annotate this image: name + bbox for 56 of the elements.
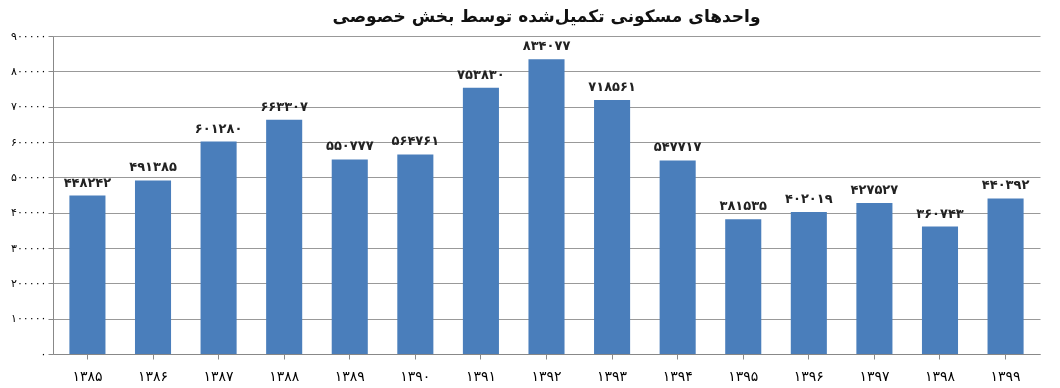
bar xyxy=(659,160,696,354)
data-label: ۵۶۴۷۶۱ xyxy=(391,133,440,149)
y-tick-label: ۷۰۰۰۰۰ xyxy=(11,100,47,114)
x-tick-label: ۱۳۸۸ xyxy=(269,367,300,384)
x-tick-label: ۱۳۹۰ xyxy=(400,367,431,384)
x-tick-label: ۱۳۹۷ xyxy=(859,367,890,384)
x-tick-label: ۱۳۸۵ xyxy=(72,367,103,384)
x-tick-label: ۱۳۹۱ xyxy=(465,367,496,384)
y-tick-label: ۸۰۰۰۰۰ xyxy=(11,64,47,78)
data-label: ۵۴۷۷۱۷ xyxy=(653,139,702,155)
x-tick-label: ۱۳۸۷ xyxy=(203,367,235,384)
y-tick-label: ۱۰۰۰۰۰ xyxy=(11,312,47,326)
data-label: ۴۹۱۳۸۵ xyxy=(129,159,177,175)
bar xyxy=(528,59,565,354)
data-label: ۶۶۳۳۰۷ xyxy=(260,98,309,114)
x-tick-label: ۱۳۹۵ xyxy=(728,367,759,384)
bar xyxy=(790,211,827,354)
data-label: ۷۵۳۸۳۰ xyxy=(457,66,505,82)
data-label: ۴۰۲۰۱۹ xyxy=(785,190,833,206)
data-label: ۷۱۸۵۶۱ xyxy=(588,79,636,95)
bar xyxy=(266,119,303,354)
x-tick-label: ۱۳۹۶ xyxy=(793,367,824,384)
x-tick-label: ۱۳۹۲ xyxy=(531,367,562,384)
bar xyxy=(200,141,237,354)
x-tick-label: ۱۳۸۶ xyxy=(137,367,169,384)
data-label: ۴۲۷۵۲۷ xyxy=(850,181,899,197)
bar xyxy=(594,100,631,354)
data-label: ۶۰۱۲۸۰ xyxy=(194,120,243,136)
data-label: ۴۴۰۳۹۲ xyxy=(981,177,1030,193)
data-label: ۳۶۰۷۴۳ xyxy=(916,205,964,221)
y-tick-label: ۴۰۰۰۰۰ xyxy=(11,206,47,220)
x-tick-label: ۱۳۹۹ xyxy=(990,367,1021,384)
bar xyxy=(69,195,106,354)
y-tick-label: ۶۰۰۰۰۰ xyxy=(11,135,47,149)
bar xyxy=(725,219,762,354)
bar xyxy=(921,226,959,354)
bar xyxy=(397,154,434,354)
bar xyxy=(856,202,893,354)
y-tick-label: ۹۰۰۰۰۰ xyxy=(11,29,47,43)
bar xyxy=(134,180,172,354)
chart-title: واحدهای مسکونی تکمیل‌شده توسط بخش خصوصی xyxy=(332,6,761,27)
data-label: ۳۸۱۵۳۵ xyxy=(719,198,768,214)
bar xyxy=(462,87,499,354)
x-tick-label: ۱۳۹۳ xyxy=(597,367,628,384)
x-tick-label: ۱۳۹۴ xyxy=(662,367,693,384)
bar xyxy=(987,198,1024,354)
y-tick-label: ۵۰۰۰۰۰ xyxy=(11,170,47,184)
data-label: ۸۳۴۰۷۷ xyxy=(522,38,571,54)
x-tick-label: ۱۳۹۸ xyxy=(924,367,956,384)
y-tick-label: ۲۰۰۰۰۰ xyxy=(11,276,47,290)
data-label: ۴۴۸۲۴۲ xyxy=(63,174,112,190)
y-tick-label: ۰ xyxy=(40,347,47,361)
bar xyxy=(331,159,368,354)
data-label: ۵۵۰۷۷۷ xyxy=(325,138,374,154)
x-tick-label: ۱۳۸۹ xyxy=(334,367,365,384)
y-tick-label: ۳۰۰۰۰۰ xyxy=(11,241,47,255)
